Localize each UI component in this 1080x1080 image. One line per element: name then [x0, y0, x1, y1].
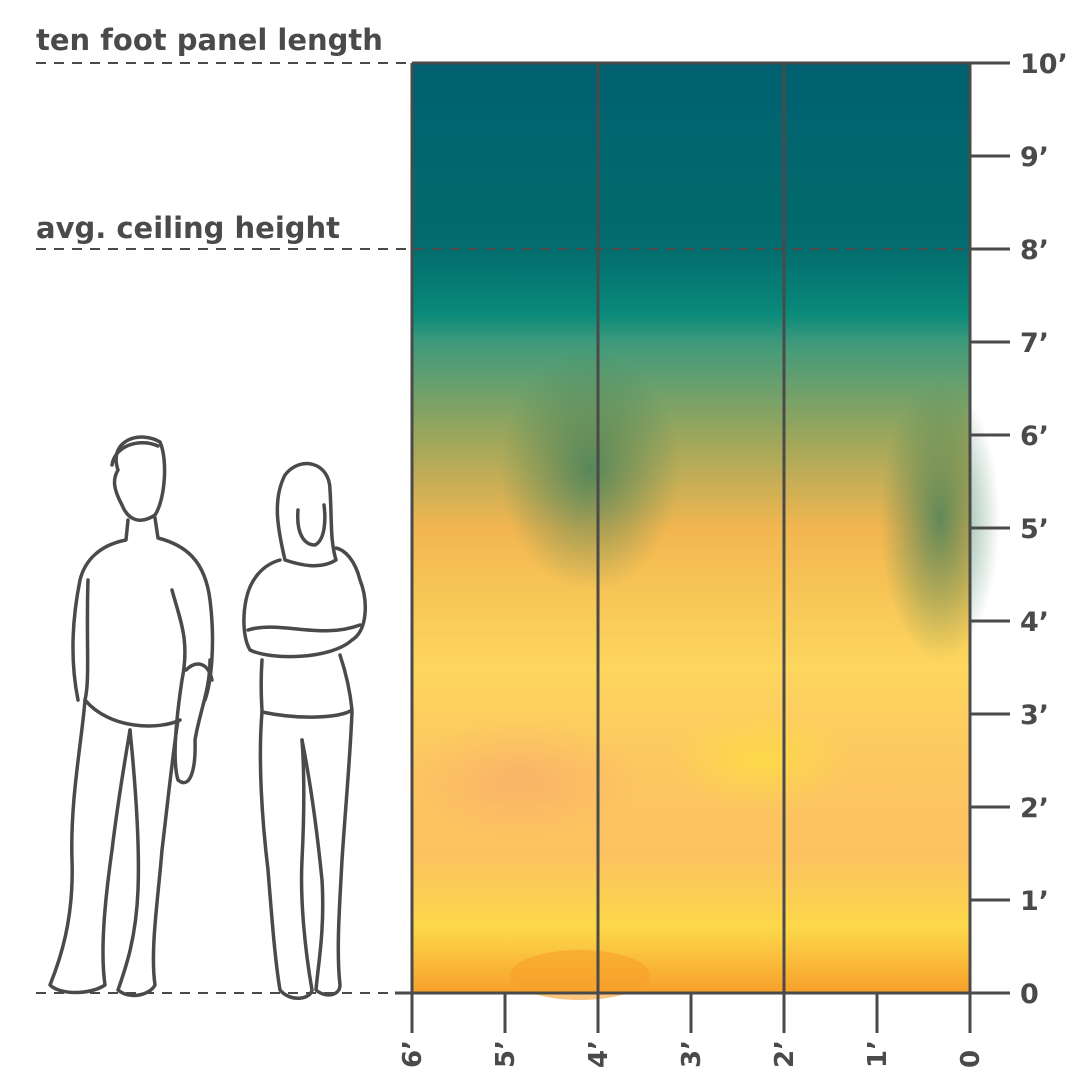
panel-blob — [880, 380, 1000, 660]
vertical-tick-label: 1’ — [1020, 886, 1049, 917]
vertical-tick-label: 0 — [1020, 979, 1039, 1010]
horizontal-tick-label: 2’ — [770, 1040, 800, 1068]
vertical-tick-label: 6’ — [1020, 421, 1049, 452]
vertical-tick-label: 2’ — [1020, 793, 1049, 824]
horizontal-tick-label: 3’ — [677, 1040, 707, 1068]
vertical-tick-label: 8’ — [1020, 235, 1049, 266]
vertical-tick-label: 9’ — [1020, 142, 1049, 173]
ceiling-height-label: avg. ceiling height — [36, 211, 340, 245]
vertical-axis: 0 1’ 2’ 3’ 4’ 5’ 6’ 7’ 8’ 9’ 10’ — [970, 49, 1068, 1010]
vertical-tick-label: 7’ — [1020, 328, 1049, 359]
horizontal-tick-label: 4’ — [584, 1040, 614, 1068]
vertical-tick-label: 10’ — [1020, 49, 1068, 80]
panel-artwork — [400, 63, 1000, 1000]
panel-blob — [400, 720, 640, 840]
dashed-guides — [36, 62, 1000, 994]
vertical-tick-label: 4’ — [1020, 607, 1049, 638]
horizontal-tick-label: 5’ — [491, 1040, 521, 1068]
vertical-tick-label: 3’ — [1020, 700, 1049, 731]
panel-blob — [670, 710, 850, 810]
panel-length-label: ten foot panel length — [36, 23, 383, 57]
horizontal-tick-label: 1’ — [863, 1040, 893, 1068]
panel-blob — [510, 950, 650, 1000]
panel-blob — [500, 350, 680, 590]
horizontal-tick-label: 0 — [956, 1050, 986, 1068]
woman-figure-icon — [242, 461, 367, 1000]
panel-dividers — [395, 61, 1010, 1033]
vertical-tick-label: 5’ — [1020, 514, 1049, 545]
horizontal-axis: 6’ 5’ 4’ 3’ 2’ 1’ 0 — [398, 993, 986, 1068]
horizontal-tick-label: 6’ — [398, 1040, 428, 1068]
man-figure-icon — [48, 435, 215, 998]
